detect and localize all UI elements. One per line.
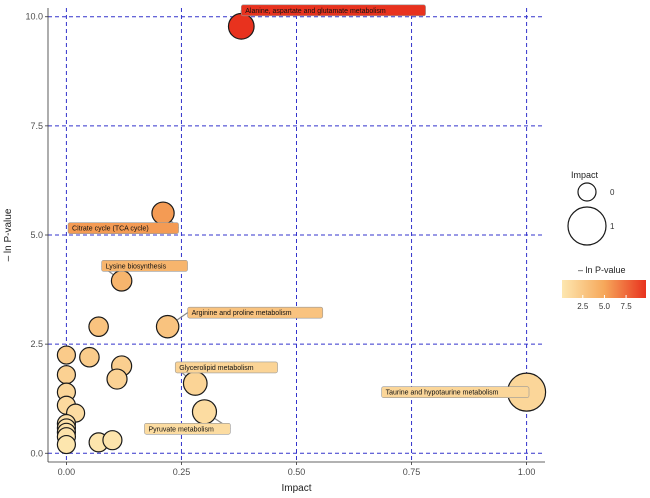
data-point: [110, 270, 133, 292]
size-legend-label: 0: [610, 188, 615, 197]
x-tick-label: 0.00: [58, 467, 76, 477]
x-tick-label: 0.25: [173, 467, 191, 477]
x-axis-title: Impact: [281, 483, 311, 494]
callout-label: Citrate cycle (TCA cycle): [72, 226, 149, 233]
callout-label: Alanine, aspartate and glutamate metabol…: [245, 8, 386, 15]
data-point: [191, 399, 218, 425]
color-legend-tick-label: 7.5: [621, 302, 633, 311]
callout-box: [174, 361, 278, 374]
x-tick-label: 1.00: [518, 467, 536, 477]
data-point: [56, 434, 77, 455]
data-point: [155, 314, 180, 339]
data-point: [88, 316, 109, 337]
callout-label: Pyruvate metabolism: [148, 426, 214, 433]
data-point: [56, 345, 77, 365]
data-point: [151, 201, 175, 225]
axes: 0.00 0.25 0.50 0.75 1.00 0.0 2.5 5.0 7.5 10.0 Impa…: [3, 8, 545, 494]
callout-box: [101, 260, 188, 272]
size-legend-circle: [567, 206, 607, 246]
size-legend-label: 1: [610, 222, 615, 231]
data-point: [79, 346, 100, 368]
callout-box: [240, 4, 426, 17]
callout-box: [144, 422, 231, 435]
callout-label: Arginine and proline metabolism: [192, 310, 292, 317]
y-tick-label: 0.0: [30, 448, 43, 458]
legends: Impact 0 1 – ln P-value 2.5 5.0 7.5: [562, 170, 646, 311]
callout-label: Taurine and hypotaurine metabolism: [386, 390, 499, 397]
callout-label: Glycerolipid metabolism: [179, 365, 253, 372]
y-tick-label: 2.5: [30, 339, 43, 349]
color-legend-bar: [562, 280, 646, 298]
data-point: [227, 12, 255, 40]
color-legend-tick-label: 5.0: [599, 302, 611, 311]
size-legend-title: Impact: [571, 170, 599, 180]
data-point: [56, 365, 77, 385]
y-tick-label: 7.5: [30, 121, 43, 131]
color-legend-tick-label: 2.5: [577, 302, 589, 311]
callout-label: Lysine biosynthesis: [106, 263, 167, 270]
callout-box: [67, 222, 179, 234]
data-point: [102, 430, 123, 451]
x-tick-label: 0.75: [403, 467, 421, 477]
callout-box: [187, 306, 324, 319]
y-tick-label: 10.0: [25, 12, 43, 22]
color-legend-title: – ln P-value: [578, 265, 626, 275]
data-point: [106, 368, 128, 390]
x-tick-label: 0.50: [288, 467, 306, 477]
size-legend-circle: [577, 182, 597, 202]
y-tick-label: 5.0: [30, 230, 43, 240]
data-point: [182, 371, 208, 396]
callout-box: [381, 386, 530, 398]
y-axis-title: – ln P-value: [3, 208, 14, 261]
data-points: [56, 12, 547, 455]
callout-labels: Alanine, aspartate and glutamate metabol…: [67, 4, 530, 435]
